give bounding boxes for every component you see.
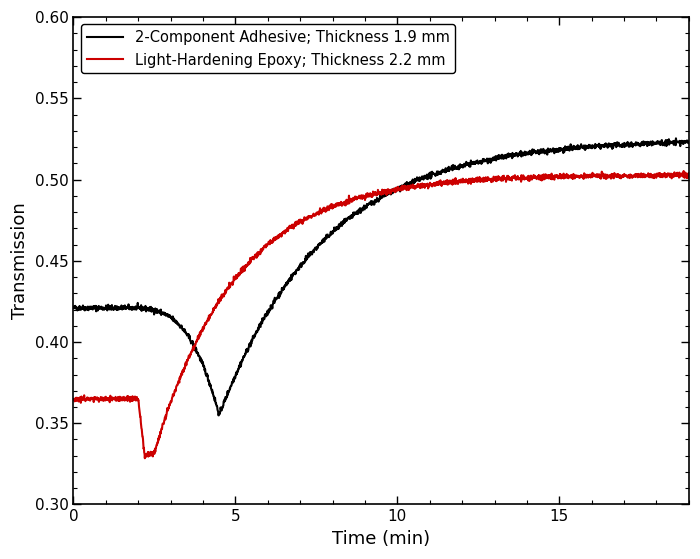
Light-Hardening Epoxy; Thickness 2.2 mm xyxy=(685,171,693,178)
Light-Hardening Epoxy; Thickness 2.2 mm xyxy=(667,170,676,177)
Light-Hardening Epoxy; Thickness 2.2 mm xyxy=(353,196,361,203)
Light-Hardening Epoxy; Thickness 2.2 mm xyxy=(101,397,109,404)
2-Component Adhesive; Thickness 1.9 mm xyxy=(353,208,361,215)
2-Component Adhesive; Thickness 1.9 mm xyxy=(667,140,676,146)
Light-Hardening Epoxy; Thickness 2.2 mm xyxy=(69,396,78,403)
2-Component Adhesive; Thickness 1.9 mm xyxy=(685,140,693,146)
Light-Hardening Epoxy; Thickness 2.2 mm xyxy=(554,173,563,179)
2-Component Adhesive; Thickness 1.9 mm xyxy=(101,305,109,312)
Light-Hardening Epoxy; Thickness 2.2 mm xyxy=(680,168,688,174)
Light-Hardening Epoxy; Thickness 2.2 mm xyxy=(369,188,377,195)
2-Component Adhesive; Thickness 1.9 mm xyxy=(69,304,78,311)
2-Component Adhesive; Thickness 1.9 mm xyxy=(667,139,676,145)
2-Component Adhesive; Thickness 1.9 mm xyxy=(214,412,223,419)
X-axis label: Time (min): Time (min) xyxy=(332,530,430,548)
Line: Light-Hardening Epoxy; Thickness 2.2 mm: Light-Hardening Epoxy; Thickness 2.2 mm xyxy=(74,171,689,458)
2-Component Adhesive; Thickness 1.9 mm xyxy=(554,146,563,153)
2-Component Adhesive; Thickness 1.9 mm xyxy=(369,200,377,206)
Line: 2-Component Adhesive; Thickness 1.9 mm: 2-Component Adhesive; Thickness 1.9 mm xyxy=(74,138,689,415)
2-Component Adhesive; Thickness 1.9 mm xyxy=(672,135,680,141)
Light-Hardening Epoxy; Thickness 2.2 mm xyxy=(667,173,676,179)
Y-axis label: Transmission: Transmission xyxy=(11,202,29,319)
Legend: 2-Component Adhesive; Thickness 1.9 mm, Light-Hardening Epoxy; Thickness 2.2 mm: 2-Component Adhesive; Thickness 1.9 mm, … xyxy=(80,25,456,73)
Light-Hardening Epoxy; Thickness 2.2 mm xyxy=(141,455,149,462)
